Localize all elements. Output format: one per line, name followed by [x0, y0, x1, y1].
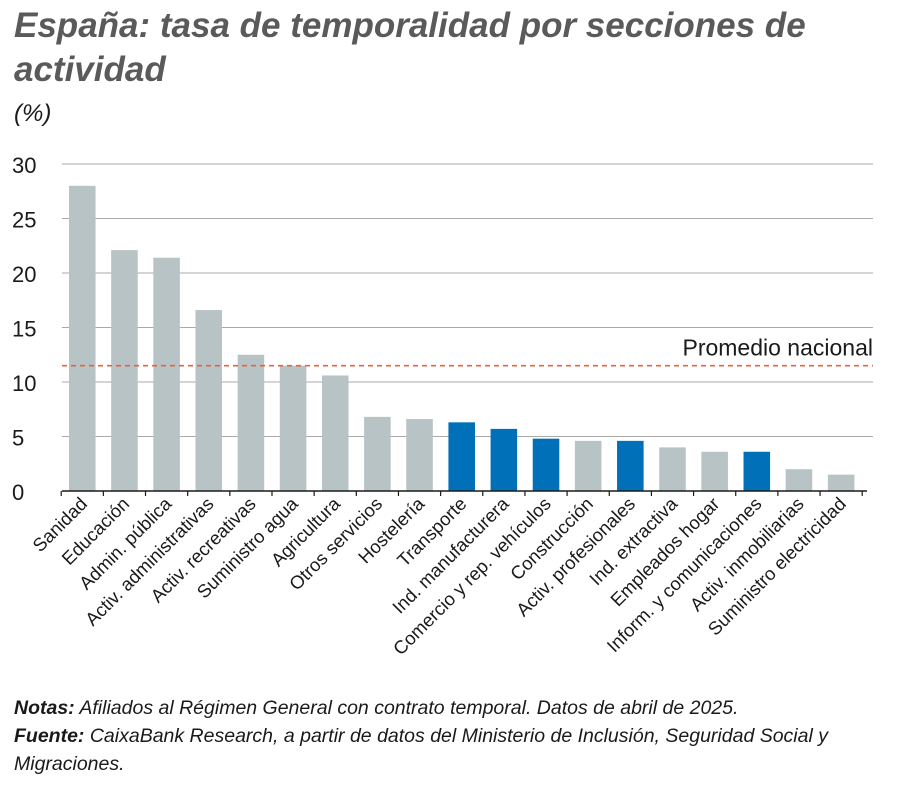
y-tick-label: 15: [12, 317, 36, 342]
source-text: CaixaBank Research, a partir de datos de…: [14, 725, 828, 775]
chart-title: España: tasa de temporalidad por seccion…: [14, 6, 806, 89]
bar-12: [532, 438, 560, 491]
reference-line-group: Promedio nacional: [62, 335, 873, 367]
bar-11: [490, 428, 518, 491]
bar-18: [785, 469, 813, 491]
source-label: Fuente:: [14, 725, 85, 747]
bar-15: [659, 447, 686, 491]
bar-7: [321, 375, 349, 491]
y-tick-label: 10: [12, 371, 36, 396]
bar-10: [448, 422, 475, 491]
bar-16: [701, 451, 728, 491]
y-tick-label: 0: [12, 480, 24, 505]
x-axis: [60, 490, 867, 496]
bar-3: [153, 257, 180, 491]
notes-block: Notas: Afiliados al Régimen General con …: [14, 694, 884, 778]
bar-chart: 0 5 10 15 20 25 30 Promedio nacional SanidadEd…: [12, 153, 873, 659]
gridlines: [62, 163, 873, 437]
bar-13: [574, 440, 602, 491]
y-tick-label: 25: [12, 208, 36, 233]
notes-line: Notas: Afiliados al Régimen General con …: [14, 694, 884, 722]
source-line: Fuente: CaixaBank Research, a partir de …: [14, 722, 884, 778]
notes-text: Afiliados al Régimen General con contrat…: [79, 697, 739, 719]
y-tick-label: 30: [12, 153, 36, 178]
reference-line-label: Promedio nacional: [682, 335, 873, 361]
bar-17: [743, 451, 771, 491]
bar-9: [406, 419, 433, 491]
y-tick-label: 5: [12, 426, 24, 451]
y-axis-ticks: 0 5 10 15 20 25 30: [12, 153, 36, 505]
notes-label: Notas:: [14, 697, 75, 719]
bar-19: [827, 474, 855, 491]
bars: [69, 185, 855, 492]
bar-14: [617, 440, 644, 491]
bar-1: [69, 185, 96, 492]
bar-8: [364, 416, 391, 491]
y-tick-label: 20: [12, 262, 36, 287]
bar-2: [111, 250, 138, 491]
bar-6: [279, 365, 307, 491]
bar-4: [195, 310, 223, 491]
bar-5: [237, 354, 265, 491]
y-unit-label: (%): [14, 100, 52, 127]
